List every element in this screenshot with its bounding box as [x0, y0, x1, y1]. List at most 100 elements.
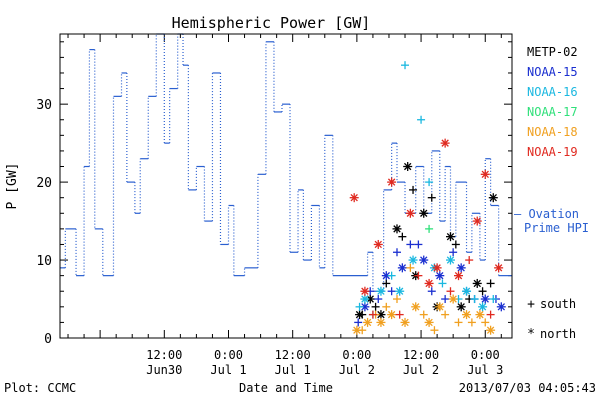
south-marker [358, 326, 367, 335]
south-marker [417, 115, 426, 124]
south-marker [382, 302, 391, 311]
metp-02-series [355, 162, 498, 320]
north-marker [462, 310, 472, 320]
legend-entry-noaa-19: NOAA-19 [527, 145, 578, 159]
south-marker [371, 302, 380, 311]
south-marker [489, 295, 498, 304]
south-marker [486, 310, 495, 319]
north-marker [419, 208, 429, 218]
x-tick-date-label: Jul 3 [467, 363, 503, 377]
legend-entry-metp-02: METP-02 [527, 45, 578, 59]
south-marker [374, 295, 383, 304]
x-tick-date-label: Jul 1 [275, 363, 311, 377]
south-marker [406, 240, 415, 249]
south-marker [446, 287, 455, 296]
plot-frame [59, 33, 513, 339]
north-marker [408, 255, 418, 265]
x-tick-date-label: Jul 2 [403, 363, 439, 377]
south-marker [427, 287, 436, 296]
north-marker [496, 302, 506, 312]
north-marker [462, 286, 472, 296]
north-marker [424, 317, 434, 327]
north-marker [360, 294, 370, 304]
north-marker [472, 278, 482, 288]
south-marker [419, 310, 428, 319]
north-marker [486, 325, 496, 335]
north-marker [387, 177, 397, 187]
series-layer [60, 33, 512, 335]
legend-label-north: north [540, 327, 576, 341]
south-marker [387, 271, 396, 280]
y-axis-label: P [GW] [5, 163, 20, 210]
legend-entry-ovation: Prime HPI [524, 221, 589, 235]
south-marker [414, 240, 423, 249]
south-marker [354, 318, 363, 327]
north-marker [403, 162, 413, 172]
south-marker [398, 232, 407, 241]
north-marker [472, 216, 482, 226]
south-marker [465, 256, 474, 265]
north-marker [349, 193, 359, 203]
north-marker [475, 310, 485, 320]
south-marker [467, 318, 476, 327]
legend-entry-ovation: — Ovation [514, 207, 579, 221]
legend-entry-noaa-16: NOAA-16 [527, 85, 578, 99]
south-marker [368, 310, 377, 319]
south-marker [481, 318, 490, 327]
north-marker [432, 263, 442, 273]
south-marker [441, 295, 450, 304]
south-marker [441, 310, 450, 319]
south-marker [355, 302, 364, 311]
x-tick-label: 12:00 [146, 348, 182, 362]
north-marker [454, 271, 464, 281]
north-marker [392, 224, 402, 234]
north-marker [440, 138, 450, 148]
south-marker [451, 240, 460, 249]
y-tick-label: 30 [36, 98, 52, 113]
south-marker [438, 279, 447, 288]
footer-credit: Plot: CCMC [4, 381, 76, 395]
south-marker [392, 248, 401, 257]
south-marker [406, 263, 415, 272]
legend-entry-noaa-15: NOAA-15 [527, 65, 578, 79]
north-marker [376, 286, 386, 296]
south-marker [425, 178, 434, 187]
x-tick-label: 0:00 [342, 348, 371, 362]
south-marker [478, 287, 487, 296]
legend-entry-noaa-18: NOAA-18 [527, 125, 578, 139]
legend-entry-noaa-17: NOAA-17 [527, 105, 578, 119]
south-marker [425, 224, 434, 233]
x-tick-label: 12:00 [403, 348, 439, 362]
legend-label-south: south [540, 297, 576, 311]
south-marker [387, 287, 396, 296]
ovation-hpi-series [60, 33, 512, 292]
noaa-17-series [425, 224, 434, 233]
south-marker [358, 310, 367, 319]
north-marker [488, 193, 498, 203]
north-marker [478, 302, 488, 312]
x-tick-label: 12:00 [275, 348, 311, 362]
north-marker [456, 263, 466, 273]
north-marker [494, 263, 504, 273]
x-tick-label: 0:00 [214, 348, 243, 362]
y-tick-label: 20 [36, 176, 52, 191]
legend-symbol-south: + [527, 297, 535, 312]
south-marker [470, 295, 479, 304]
y-tick-label: 10 [36, 254, 52, 269]
south-marker [382, 279, 391, 288]
north-marker [387, 310, 397, 320]
legend-symbol-north: * [527, 327, 535, 342]
north-marker [397, 263, 407, 273]
north-marker [448, 294, 458, 304]
north-marker [363, 317, 373, 327]
x-tick-date-label: Jul 2 [339, 363, 375, 377]
south-marker [409, 185, 418, 194]
north-marker [424, 278, 434, 288]
north-marker [373, 239, 383, 249]
x-tick-date-label: Jun30 [146, 363, 182, 377]
noaa-19-series [349, 138, 504, 319]
north-marker [435, 302, 445, 312]
north-marker [376, 317, 386, 327]
